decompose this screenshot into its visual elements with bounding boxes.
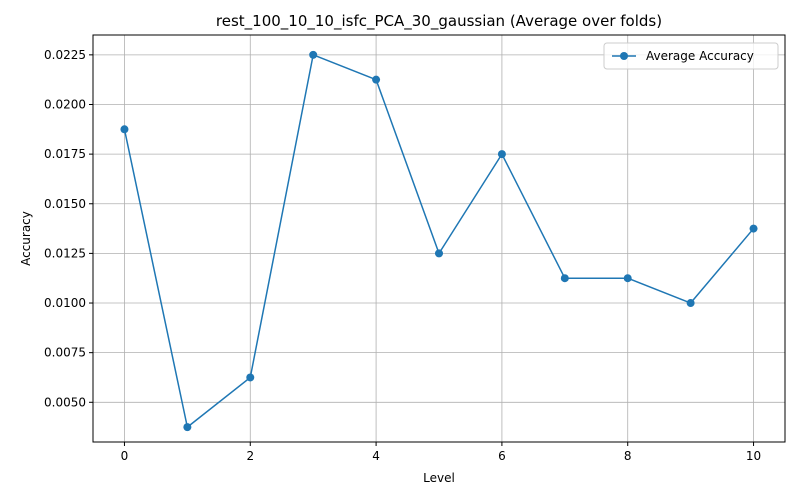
y-tick-label: 0.0075 bbox=[44, 346, 86, 360]
data-point[interactable] bbox=[120, 125, 129, 134]
y-tick-label: 0.0100 bbox=[44, 296, 86, 310]
y-tick-label: 0.0225 bbox=[44, 48, 86, 62]
data-point[interactable] bbox=[749, 224, 758, 233]
y-tick-label: 0.0125 bbox=[44, 246, 86, 260]
y-tick-label: 0.0175 bbox=[44, 147, 86, 161]
chart-title: rest_100_10_10_isfc_PCA_30_gaussian (Ave… bbox=[216, 12, 662, 31]
data-point[interactable] bbox=[372, 75, 381, 84]
data-point[interactable] bbox=[623, 274, 632, 283]
legend-box bbox=[603, 42, 779, 70]
data-point[interactable] bbox=[183, 423, 192, 432]
data-point[interactable] bbox=[560, 274, 569, 283]
series-layer bbox=[120, 50, 758, 432]
plot-frame bbox=[92, 34, 786, 443]
data-point[interactable] bbox=[435, 249, 443, 258]
y-tick-label: 0.0150 bbox=[44, 197, 86, 211]
x-tick-label: 2 bbox=[246, 449, 254, 463]
data-point[interactable] bbox=[246, 373, 255, 382]
data-point[interactable] bbox=[686, 299, 695, 308]
y-tick-label: 0.0200 bbox=[44, 97, 86, 111]
x-tick-label: 8 bbox=[624, 449, 632, 463]
legend-marker-swatch bbox=[620, 52, 628, 60]
y-axis-label: Accuracy bbox=[19, 211, 33, 266]
x-tick-label: 10 bbox=[746, 449, 761, 463]
legend-label: Average Accuracy bbox=[646, 49, 754, 63]
y-tick-label: 0.0050 bbox=[44, 395, 86, 409]
data-point[interactable] bbox=[309, 50, 318, 59]
axes: 0 2 4 6 8 10 0.0050 0.0075 0.0100 0.0125 0.0150 0.0… bbox=[44, 48, 761, 463]
legend: Average Accuracy bbox=[603, 42, 779, 70]
data-point[interactable] bbox=[497, 150, 506, 159]
x-axis-label: Level bbox=[423, 471, 455, 485]
x-tick-label: 0 bbox=[121, 449, 129, 463]
x-tick-label: 6 bbox=[498, 449, 506, 463]
x-tick-label: 4 bbox=[372, 449, 380, 463]
